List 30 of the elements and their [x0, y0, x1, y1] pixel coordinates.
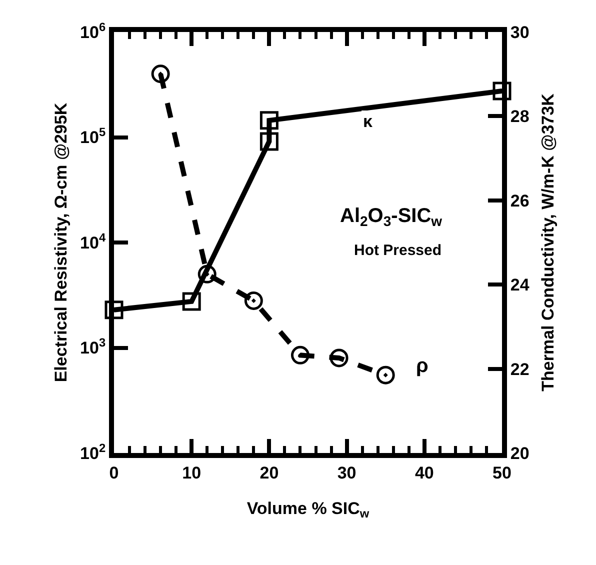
y2-tick-label: 20 [510, 444, 530, 463]
annotation: ρ [416, 355, 428, 377]
y2-tick-label: 24 [510, 276, 530, 295]
y-axis-title: Electrical Resistivity, Ω-cm @295K [52, 102, 71, 382]
annotation: Hot Pressed [354, 242, 442, 259]
x-tick-label: 50 [492, 463, 512, 482]
x-tick-label: 20 [260, 463, 279, 482]
y2-tick-label: 26 [510, 191, 530, 210]
point [244, 291, 263, 310]
point [151, 64, 170, 84]
y2-tick-label: 22 [510, 360, 530, 379]
x-tick-label: 30 [337, 463, 356, 482]
x-tick-label: 10 [182, 463, 202, 482]
point [330, 348, 348, 368]
y-tick-label: 10$^{4}$ [80, 230, 106, 252]
point [198, 264, 216, 284]
point [376, 366, 395, 384]
x-tick-label: 40 [414, 463, 434, 482]
y-tick-label: 10$^{6}$ [80, 20, 106, 42]
y-tick-label: 10$^{3}$ [80, 336, 106, 358]
annotation: Al$_{2}$O$_{3}$-SIC$_{w}$ [340, 205, 442, 230]
point [290, 346, 310, 364]
y-tick-label: 10$^{2}$ [80, 440, 106, 463]
y2-tick-label: 30 [510, 22, 530, 42]
y2-axis-title: Thermal Conductivity, W/m-K @373K [538, 92, 558, 392]
y2-tick-label: 28 [510, 107, 530, 126]
x-axis-title: Volume % SIC$_{w}$ [246, 498, 370, 520]
x-tick-label: 0 [109, 463, 119, 482]
y-tick-label: 10$^{5}$ [80, 125, 106, 148]
annotation: κ [363, 112, 373, 131]
